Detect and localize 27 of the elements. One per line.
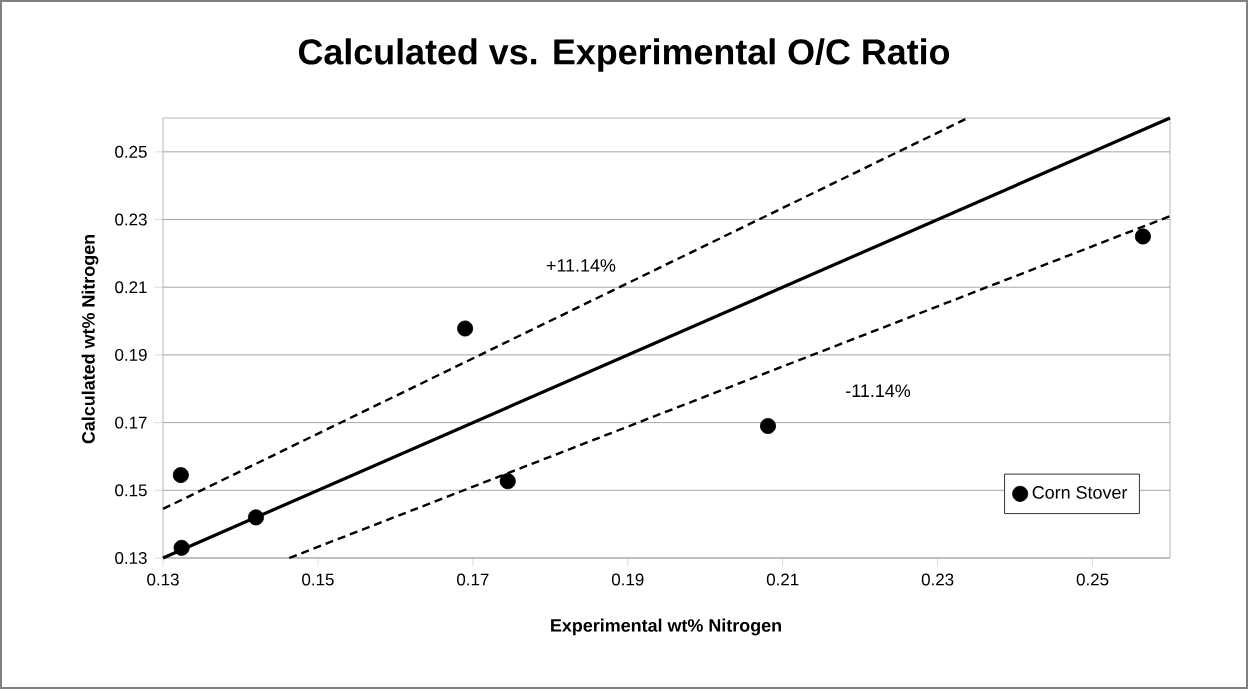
y-axis-title: Calculated wt% Nitrogen	[81, 235, 99, 444]
annotation: +11.14%	[546, 259, 616, 272]
x-tick-label: 0.23	[921, 573, 954, 586]
chart-title: Calculated vs. Experimental O/C Ratio	[298, 38, 950, 72]
x-tick-label: 0.17	[457, 573, 489, 586]
point	[1134, 228, 1151, 245]
y-tick-label: 0.19	[115, 348, 147, 361]
y-tick-label: 0.23	[115, 213, 147, 226]
point	[172, 467, 189, 484]
annotation: -11.14%	[846, 384, 911, 398]
y-tick-label: 0.15	[115, 484, 147, 497]
x-axis-title: Experimental wt% Nitrogen	[551, 618, 781, 636]
point	[457, 320, 474, 337]
legend-label: Corn Stover	[1032, 486, 1128, 499]
y-tick-label: 0.13	[115, 552, 147, 564]
point	[759, 418, 776, 434]
point	[499, 473, 516, 490]
y-tick-label: 0.25	[115, 145, 147, 158]
y-tick-label: 0.21	[115, 281, 147, 294]
x-tick-label: 0.19	[611, 573, 644, 586]
x-tick-label: 0.25	[1076, 573, 1109, 586]
x-tick-label: 0.21	[766, 573, 799, 586]
x-tick-label: 0.15	[302, 573, 334, 586]
point	[173, 539, 190, 556]
x-tick-label: 0.13	[147, 573, 179, 586]
point	[247, 509, 264, 526]
y-tick-label: 0.17	[115, 416, 147, 429]
